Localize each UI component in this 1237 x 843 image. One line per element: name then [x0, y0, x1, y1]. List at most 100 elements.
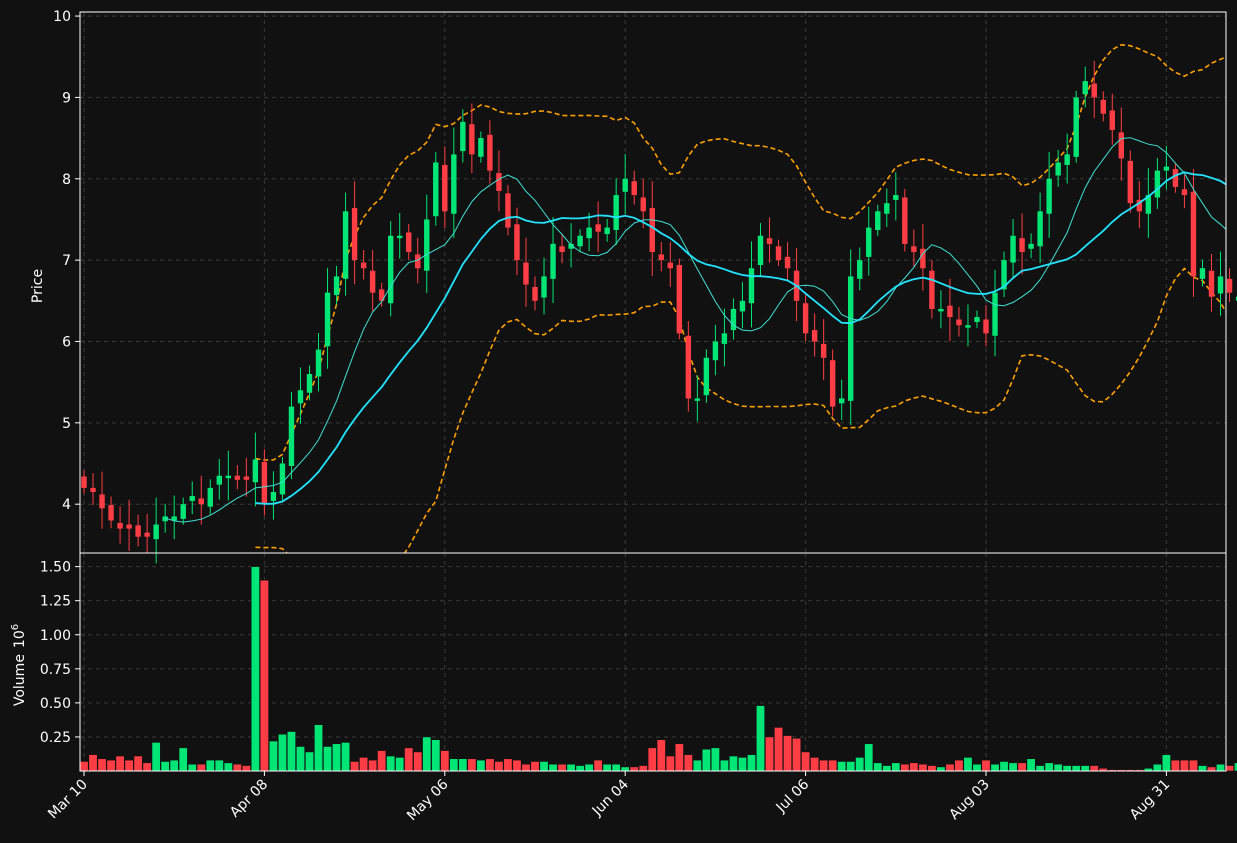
candle-body: [1010, 235, 1016, 263]
volume-bar: [494, 761, 504, 772]
volume-bar: [972, 763, 982, 772]
candle-body: [838, 398, 845, 404]
candle-body: [270, 491, 277, 501]
volume-bar: [819, 759, 829, 772]
candle-body: [685, 335, 692, 399]
price-tick-label: 7: [62, 253, 71, 269]
volume-bar: [855, 757, 865, 772]
candle-body: [1217, 276, 1224, 294]
volume-bar: [864, 743, 874, 772]
candle-body: [1199, 268, 1206, 279]
candle-body: [225, 475, 232, 479]
volume-bar: [737, 757, 747, 772]
candle-body: [243, 476, 250, 480]
volume-bar: [1170, 759, 1180, 772]
candle-body: [433, 162, 439, 217]
volume-bar: [323, 746, 333, 772]
volume-bar: [1188, 759, 1198, 772]
volume-bar: [1062, 765, 1072, 772]
volume-bar: [719, 759, 729, 772]
price-tick-label: 5: [62, 416, 71, 432]
volume-bar: [647, 747, 657, 772]
candle-body: [1145, 195, 1152, 214]
volume-bar: [268, 740, 278, 772]
volume-bar: [476, 759, 486, 772]
candle-body: [514, 224, 520, 261]
volume-bar: [1207, 766, 1217, 772]
candle-body: [1055, 162, 1061, 176]
candle-body: [992, 292, 998, 336]
candle-body: [1082, 81, 1088, 95]
volume-bar: [683, 754, 693, 772]
bollinger-bands: [255, 43, 1226, 553]
candle-body: [1172, 169, 1179, 187]
candle-body: [911, 246, 917, 252]
volume-bar: [232, 763, 242, 772]
candle-body: [288, 406, 295, 466]
volume-bar: [359, 757, 369, 772]
volume-panel-frame: [79, 552, 1227, 772]
volume-bar: [918, 763, 928, 772]
volume-bar: [223, 762, 233, 772]
candle-body: [144, 532, 150, 537]
candle-body: [1037, 211, 1043, 247]
candle-body: [902, 197, 908, 244]
candle-body: [721, 333, 728, 344]
candle-body: [974, 317, 980, 322]
volume-bar: [259, 579, 269, 772]
volume-bar: [404, 747, 414, 772]
candle-body: [189, 496, 195, 501]
volume-bar: [521, 763, 531, 772]
volume-axis-label-base: 10: [12, 630, 28, 648]
volume-bar: [539, 761, 549, 772]
volume-grid: [80, 553, 1226, 771]
volume-bar: [151, 742, 161, 772]
upper-band-line: [255, 43, 1226, 461]
volume-bar: [557, 763, 567, 772]
candle-body: [757, 235, 764, 266]
volume-bar: [846, 761, 856, 772]
price-tick-label: 9: [62, 90, 71, 106]
price-axis: 4 5 6 7 8 9 10: [53, 9, 80, 513]
candle-body: [279, 463, 286, 495]
candle-body: [126, 524, 132, 529]
volume-bar: [178, 747, 188, 772]
volume-bar: [88, 754, 98, 772]
volume-axis-label-exponent: 6: [10, 624, 21, 630]
candle-body: [676, 265, 683, 334]
candle-body: [1091, 83, 1097, 98]
candle-body: [1127, 160, 1134, 204]
candle-body: [1046, 178, 1052, 214]
candle-body: [649, 208, 655, 252]
volume-bar: [187, 763, 197, 772]
candle-body: [342, 211, 349, 279]
candle-body: [640, 197, 646, 212]
candle-body: [604, 227, 610, 235]
volume-bar: [936, 766, 946, 772]
candle-body: [766, 238, 773, 244]
candle-body: [820, 343, 827, 358]
volume-bar: [485, 758, 495, 772]
candle-body: [938, 308, 944, 312]
candle-body: [884, 203, 890, 214]
volume-bar: [241, 765, 251, 772]
candle-body: [90, 487, 96, 492]
volume-bar: [1017, 762, 1027, 772]
candle-body: [875, 211, 881, 231]
volume-bar: [304, 751, 314, 772]
volume-bar: [656, 739, 666, 772]
candle-body: [496, 173, 502, 191]
volume-bar: [765, 736, 775, 772]
candle-body: [667, 262, 673, 269]
candle-body: [234, 475, 241, 480]
candle-body: [387, 235, 394, 304]
volume-bar: [629, 766, 639, 772]
volume-bar: [467, 758, 477, 772]
volume-bar: [431, 739, 441, 772]
candle-body: [848, 276, 854, 401]
candle-body: [1181, 189, 1188, 196]
candle-body: [1118, 132, 1124, 159]
volume-bar: [205, 759, 215, 772]
candle-body: [956, 319, 962, 326]
